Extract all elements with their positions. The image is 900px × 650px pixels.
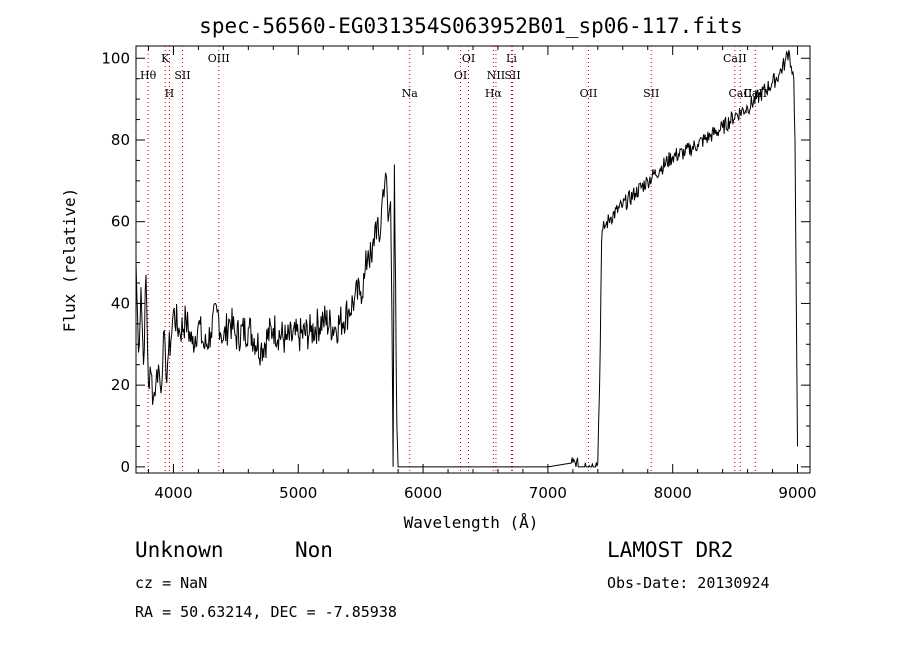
y-tick-label-3: 60 [111, 213, 130, 231]
line-label-10: Li [506, 52, 517, 65]
y-tick-label-2: 40 [111, 294, 130, 312]
x-tick-label-2: 6000 [404, 484, 442, 502]
x-tick-label-1: 5000 [279, 484, 317, 502]
line-label-9: NII [487, 69, 505, 82]
object-class: Unknown [135, 538, 224, 562]
line-label-4: OIII [208, 52, 230, 65]
observation-date: Obs-Date: 20130924 [607, 574, 770, 592]
line-label-8: Hα [485, 87, 503, 100]
spectral-line-markers [147, 46, 756, 473]
line-label-3: SII [174, 69, 190, 82]
x-tick-label-4: 8000 [654, 484, 692, 502]
x-tick-label-0: 4000 [154, 484, 192, 502]
line-label-11: SII [504, 69, 520, 82]
line-label-14: CaII [723, 52, 747, 65]
y-tick-label-1: 20 [111, 376, 130, 394]
line-label-12: OII [580, 87, 598, 100]
y-tick-label-5: 100 [101, 49, 130, 67]
line-label-1: K [161, 52, 170, 65]
line-label-0: Hθ [140, 69, 157, 82]
y-axis-label: Flux (relative) [60, 188, 79, 333]
line-label-15: CaII [729, 87, 753, 100]
line-label-5: Na [402, 87, 419, 100]
line-label-6: OI [454, 69, 467, 82]
x-axis-label: Wavelength (Å) [404, 513, 539, 532]
spectrum-line [135, 49, 798, 468]
coordinates: RA = 50.63214, DEC = -7.85938 [135, 603, 397, 621]
y-axis: 0 20 40 60 80 100 [101, 49, 810, 476]
redshift-value: cz = NaN [135, 574, 208, 592]
line-label-2: H [165, 87, 175, 100]
spectrum-chart: spec-56560-EG031354S063952B01_sp06-117.f… [60, 14, 817, 532]
line-label-7: OI [462, 52, 475, 65]
line-label-13: SII [643, 87, 659, 100]
x-tick-label-5: 9000 [778, 484, 816, 502]
object-subclass: Non [295, 538, 333, 562]
y-tick-label-4: 80 [111, 131, 130, 149]
survey-name: LAMOST DR2 [607, 538, 734, 562]
x-tick-label-3: 7000 [529, 484, 567, 502]
plot-frame [135, 45, 811, 474]
chart-title: spec-56560-EG031354S063952B01_sp06-117.f… [199, 14, 743, 38]
y-tick-label-0: 0 [120, 458, 130, 476]
x-axis: 4000 5000 6000 7000 8000 9000 [147, 46, 817, 502]
